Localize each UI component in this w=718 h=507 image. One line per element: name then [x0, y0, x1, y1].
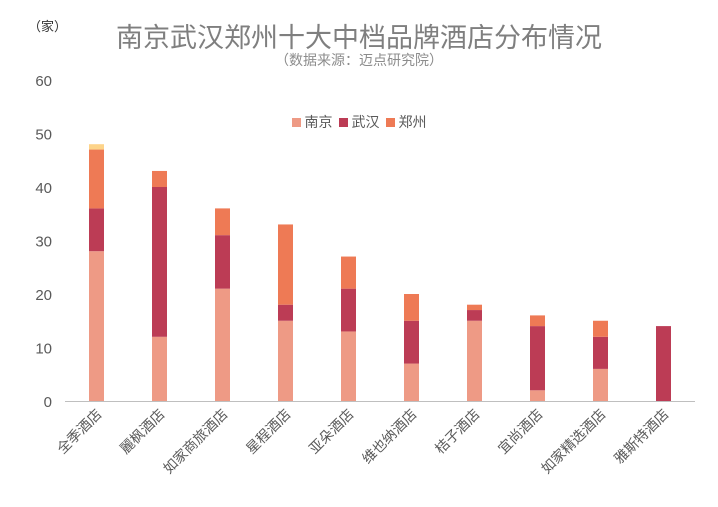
chart-subtitle: （数据来源：迈点研究院） — [275, 53, 443, 69]
legend-item: 武汉 — [338, 112, 380, 132]
bar-segment-郑州 — [341, 256, 356, 289]
x-tick-label: 桔子酒店 — [432, 407, 483, 458]
y-tick-label: 10 — [35, 341, 52, 358]
bar-segment-武汉 — [89, 208, 104, 252]
bar-segment-南京 — [215, 288, 230, 401]
x-tick-label: 麗枫酒店 — [117, 407, 168, 458]
bar-segment-武汉 — [467, 310, 482, 321]
legend-label: 南京 — [304, 115, 333, 131]
bar-segment-武汉 — [278, 304, 293, 321]
legend-swatch — [338, 117, 348, 127]
bar-segment-南京 — [152, 336, 167, 401]
legend-swatch — [291, 117, 301, 127]
bar-segment-武汉 — [215, 235, 230, 289]
bar-segment-南京 — [89, 251, 104, 401]
bar-segment-武汉 — [404, 320, 419, 364]
legend-item: 郑州 — [385, 112, 427, 132]
y-tick-label: 0 — [44, 394, 52, 411]
bar-segment-南京 — [404, 363, 419, 401]
bar-segment-郑州 — [530, 315, 545, 327]
legend-item: 南京 — [291, 112, 333, 132]
bar-segment-series-4 — [89, 144, 104, 150]
bar-segment-武汉 — [656, 326, 671, 401]
bar-segment-郑州 — [152, 170, 167, 187]
y-tick-label: 20 — [35, 287, 52, 304]
bar-segment-武汉 — [152, 187, 167, 337]
y-tick-label: 60 — [35, 73, 52, 90]
bar-segment-南京 — [593, 368, 608, 401]
bar-segment-南京 — [467, 320, 482, 401]
y-tick-label: 50 — [35, 127, 52, 144]
x-tick-label: 宜尚酒店 — [495, 407, 546, 458]
bar-segment-郑州 — [467, 304, 482, 311]
y-axis-unit: （家） — [28, 20, 68, 35]
y-tick-label: 40 — [35, 180, 52, 197]
y-tick-label: 30 — [35, 234, 52, 251]
legend-label: 郑州 — [398, 115, 427, 131]
legend-label: 武汉 — [351, 115, 380, 131]
bar-segment-郑州 — [89, 149, 104, 209]
bar-segment-郑州 — [404, 294, 419, 321]
bar-segment-郑州 — [278, 224, 293, 305]
x-tick-label: 如家商旅酒店 — [160, 406, 231, 477]
bar-segment-武汉 — [341, 288, 356, 332]
bar-segment-南京 — [341, 331, 356, 401]
bar-segment-南京 — [278, 320, 293, 401]
legend: 南京 武汉 郑州 — [0, 112, 718, 132]
x-tick-label: 全季酒店 — [54, 406, 106, 458]
bar-segment-南京 — [530, 390, 545, 401]
bar-segment-郑州 — [215, 208, 230, 236]
bar-segment-武汉 — [530, 326, 545, 391]
legend-swatch — [385, 117, 395, 127]
x-tick-label: 亚朵酒店 — [306, 407, 357, 458]
bar-segment-武汉 — [593, 336, 608, 369]
x-tick-label: 如家精选酒店 — [538, 406, 609, 477]
bar-segment-郑州 — [593, 320, 608, 337]
x-tick-label: 维也纳酒店 — [360, 407, 421, 468]
x-tick-label: 星程酒店 — [243, 407, 294, 458]
chart-title: 南京武汉郑州十大中档品牌酒店分布情况 — [116, 23, 602, 54]
x-tick-label: 雅斯特酒店 — [612, 407, 673, 468]
